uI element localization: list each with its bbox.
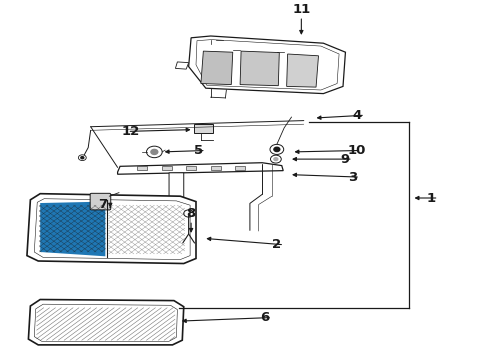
FancyBboxPatch shape <box>90 193 111 210</box>
Text: 11: 11 <box>292 3 311 16</box>
Polygon shape <box>34 199 190 260</box>
Circle shape <box>81 157 84 159</box>
Polygon shape <box>118 163 283 174</box>
Text: 5: 5 <box>194 144 203 157</box>
Polygon shape <box>169 173 194 246</box>
Text: 9: 9 <box>341 153 350 166</box>
Polygon shape <box>34 304 177 341</box>
Bar <box>235 166 245 170</box>
Text: 10: 10 <box>348 144 366 157</box>
Polygon shape <box>28 300 184 345</box>
Bar <box>186 166 196 170</box>
Circle shape <box>151 149 158 154</box>
Circle shape <box>274 158 278 161</box>
Text: 1: 1 <box>426 192 436 204</box>
Bar <box>211 166 220 170</box>
Polygon shape <box>40 202 105 256</box>
Text: 12: 12 <box>122 125 140 138</box>
Polygon shape <box>287 54 318 87</box>
Polygon shape <box>189 36 345 94</box>
Text: 6: 6 <box>260 311 269 324</box>
Text: 3: 3 <box>348 171 357 184</box>
Polygon shape <box>27 194 196 264</box>
Bar <box>162 166 172 170</box>
Bar <box>194 124 213 133</box>
Text: 4: 4 <box>353 109 362 122</box>
Text: 7: 7 <box>98 198 107 211</box>
Text: 2: 2 <box>272 238 281 251</box>
Text: 8: 8 <box>187 207 196 220</box>
Polygon shape <box>201 51 233 85</box>
Polygon shape <box>240 51 279 86</box>
Bar <box>137 166 147 170</box>
Circle shape <box>274 147 280 152</box>
Polygon shape <box>175 62 189 69</box>
